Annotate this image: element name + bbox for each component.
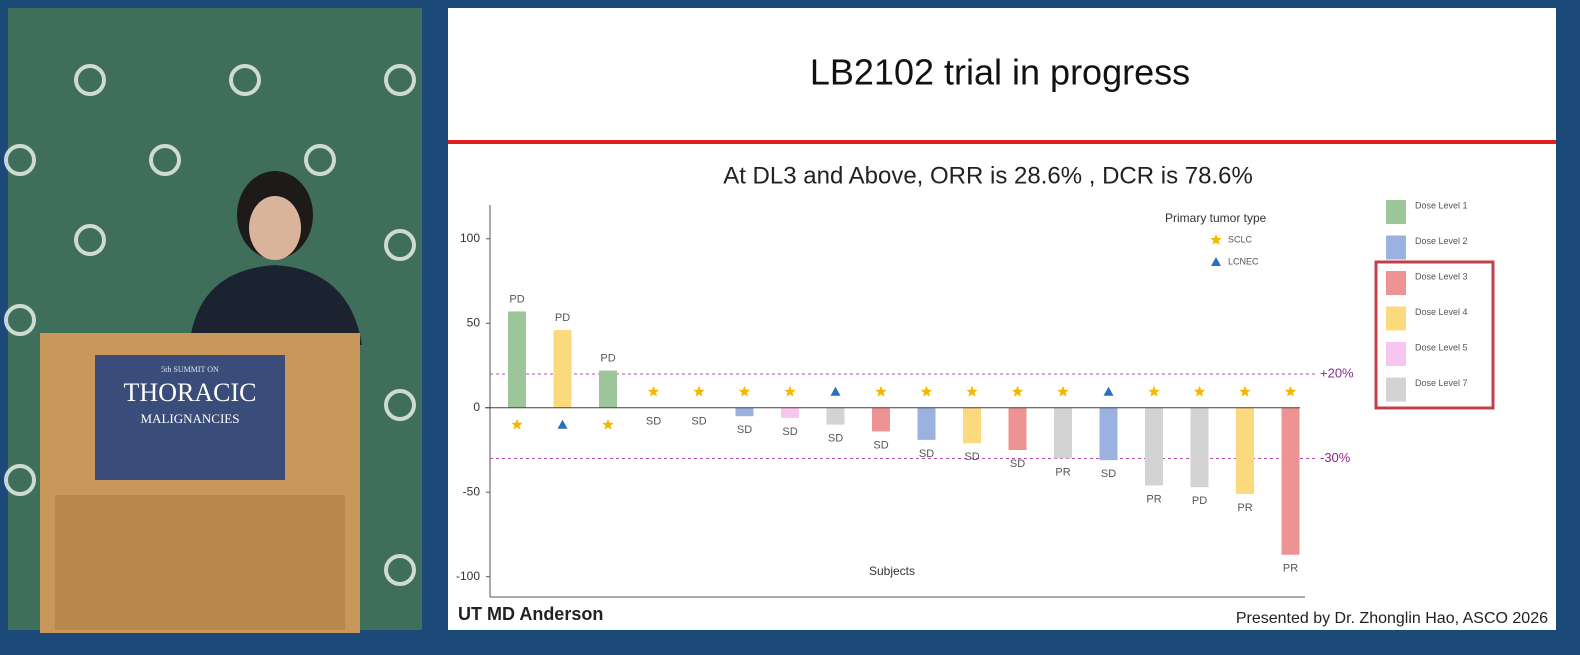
legend-marker	[1211, 257, 1221, 266]
legend-swatch	[1386, 377, 1406, 402]
response-label: PR	[1146, 493, 1161, 505]
legend-label: Dose Level 3	[1415, 271, 1468, 281]
tumor-marker	[602, 418, 614, 430]
legend-label: Dose Level 1	[1415, 200, 1468, 210]
slide: LB2102 trial in progress At DL3 and Abov…	[448, 8, 1556, 630]
podium-sign	[95, 355, 285, 480]
x-axis-label: Subjects	[869, 564, 915, 578]
response-label: PD	[555, 312, 570, 324]
chart-title: At DL3 and Above, ORR is 28.6% , DCR is …	[723, 162, 1253, 189]
legend-swatch	[1386, 342, 1406, 366]
bar	[1008, 407, 1027, 450]
legend-label: LCNEC	[1228, 256, 1259, 266]
credit: Presented by Dr. Zhonglin Hao, ASCO 2026	[1236, 610, 1548, 627]
response-label: SD	[782, 426, 797, 438]
y-tick-label: 100	[460, 231, 480, 245]
bar	[1281, 407, 1300, 555]
legend-marker	[1210, 234, 1222, 245]
bar	[553, 330, 572, 408]
tumor-marker	[784, 385, 796, 397]
bar	[1190, 407, 1209, 488]
response-label: SD	[828, 433, 843, 445]
tumor-marker	[966, 385, 978, 397]
legend-label: Dose Level 4	[1415, 307, 1468, 317]
speaker-panel: 5th SUMMIT ON THORACIC MALIGNANCIES	[4, 8, 422, 633]
legend-swatch	[1386, 306, 1406, 331]
tumor-marker	[830, 386, 841, 396]
podium-text: 5th SUMMIT ON	[161, 365, 219, 374]
response-label: SD	[919, 448, 934, 460]
response-label: SD	[691, 416, 706, 428]
slide-title: LB2102 trial in progress	[810, 52, 1190, 93]
response-label: PD	[509, 293, 524, 305]
bar	[1054, 407, 1072, 459]
response-label: PD	[1192, 495, 1207, 507]
podium-text: MALIGNANCIES	[141, 411, 240, 426]
tumor-marker	[1103, 386, 1114, 396]
response-label: PD	[600, 352, 615, 364]
bar	[1236, 407, 1254, 494]
y-tick-label: 0	[473, 400, 480, 414]
legend-title: Primary tumor type	[1165, 211, 1267, 225]
bar	[963, 407, 981, 444]
legend-swatch	[1386, 200, 1406, 224]
y-tick-label: -50	[463, 484, 481, 498]
bar	[781, 407, 799, 418]
response-label: SD	[964, 451, 979, 463]
tumor-marker	[647, 385, 660, 397]
response-label: PR	[1055, 466, 1070, 478]
bar	[735, 407, 754, 417]
tumor-marker	[1011, 385, 1024, 397]
title-rule	[448, 140, 1556, 144]
logo: UT MD Anderson	[458, 604, 603, 624]
tumor-marker	[1193, 385, 1206, 397]
response-label: SD	[1101, 468, 1116, 480]
bar	[1099, 407, 1118, 461]
legend-label: Dose Level 2	[1415, 236, 1468, 246]
bar	[1145, 407, 1163, 486]
bar	[917, 407, 936, 440]
tumor-marker	[557, 419, 568, 429]
reference-label: +20%	[1320, 365, 1354, 380]
legend-label: Dose Level 5	[1415, 342, 1468, 352]
legend-swatch	[1386, 271, 1406, 295]
response-label: PR	[1283, 563, 1298, 575]
y-tick-label: -100	[456, 569, 480, 583]
response-label: SD	[646, 416, 661, 428]
tumor-marker	[1284, 385, 1297, 397]
bar	[872, 407, 890, 432]
tumor-marker	[511, 418, 523, 430]
response-label: SD	[873, 439, 888, 451]
bar	[599, 370, 617, 408]
legend-label: Dose Level 7	[1415, 378, 1468, 388]
reference-label: -30%	[1320, 450, 1351, 465]
response-label: SD	[737, 424, 752, 436]
legend-label: SCLC	[1228, 234, 1253, 244]
podium-text: THORACIC	[124, 378, 257, 407]
response-label: SD	[1010, 458, 1025, 470]
y-tick-label: 50	[467, 315, 481, 329]
bar	[826, 407, 845, 425]
highlight-box	[1374, 260, 1495, 410]
tumor-marker	[693, 385, 705, 397]
bar	[508, 311, 526, 408]
tumor-marker	[1239, 385, 1251, 397]
legend-swatch	[1386, 235, 1406, 260]
tumor-marker	[1057, 385, 1069, 397]
tumor-marker	[738, 385, 751, 397]
tumor-marker	[1148, 385, 1160, 397]
tumor-marker	[920, 385, 933, 397]
tumor-marker	[875, 385, 887, 397]
response-label: PR	[1237, 502, 1252, 514]
